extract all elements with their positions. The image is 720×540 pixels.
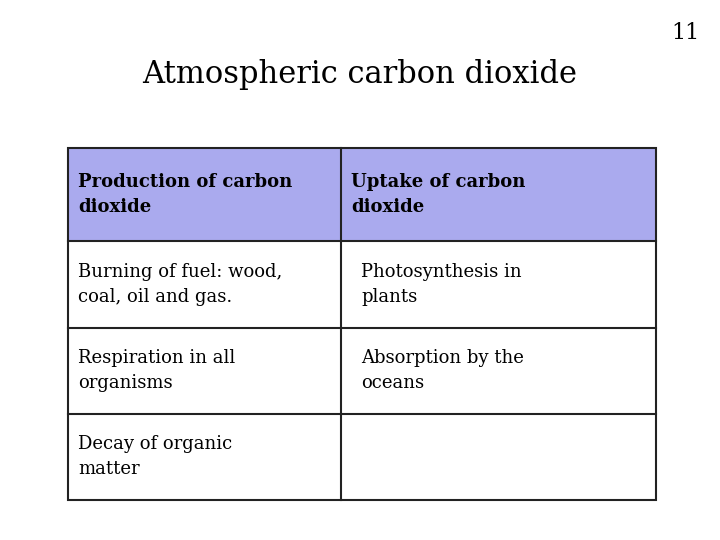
Text: Uptake of carbon
dioxide: Uptake of carbon dioxide [351,173,526,216]
Text: Decay of organic
matter: Decay of organic matter [78,435,233,478]
Bar [68,148,656,241]
Text: 11: 11 [672,22,700,44]
Text: Respiration in all
organisms: Respiration in all organisms [78,349,235,392]
Bar [68,148,656,500]
Text: Burning of fuel: wood,
coal, oil and gas.: Burning of fuel: wood, coal, oil and gas… [78,263,282,306]
Text: Atmospheric carbon dioxide: Atmospheric carbon dioxide [143,59,577,91]
Text: Absorption by the
oceans: Absorption by the oceans [361,349,524,392]
Text: Production of carbon
dioxide: Production of carbon dioxide [78,173,292,216]
Text: Photosynthesis in
plants: Photosynthesis in plants [361,263,522,306]
